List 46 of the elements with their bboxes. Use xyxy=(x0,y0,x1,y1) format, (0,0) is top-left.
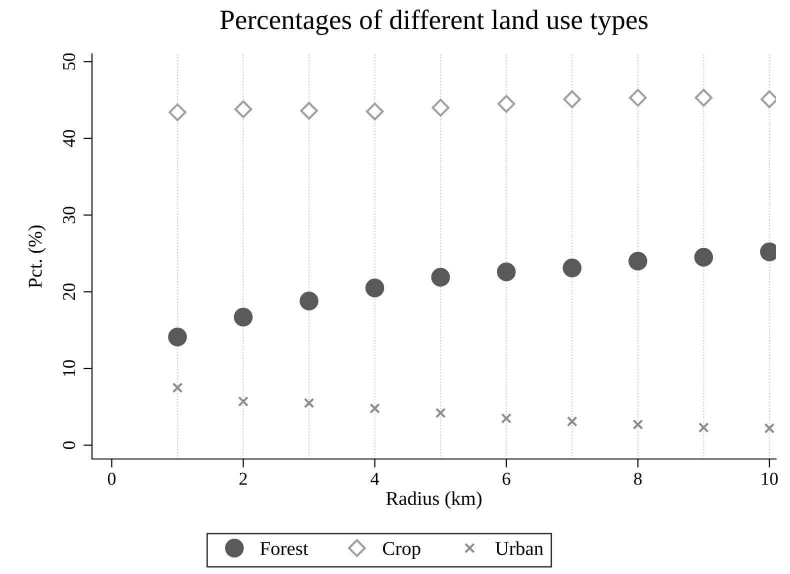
point xyxy=(234,100,252,118)
point xyxy=(370,403,380,414)
point xyxy=(238,396,248,407)
y-tick-label: 20 xyxy=(62,283,76,300)
x-tick-label: 0 xyxy=(108,472,116,485)
y-tick-label: 0 xyxy=(62,441,76,450)
point xyxy=(300,292,318,310)
x-tick-label: 10 xyxy=(762,472,778,485)
y-tick-label: 10 xyxy=(62,360,76,376)
y-tick-label: 30 xyxy=(62,206,76,224)
point xyxy=(432,98,450,117)
point xyxy=(698,422,709,433)
x-tick-label: 2 xyxy=(240,472,247,485)
x-tick-label: 8 xyxy=(634,472,642,485)
point xyxy=(304,398,314,408)
point xyxy=(628,252,648,270)
point xyxy=(300,102,318,120)
point xyxy=(694,248,714,267)
point xyxy=(764,423,775,434)
point xyxy=(563,90,582,108)
y-tick-label: 50 xyxy=(62,53,76,70)
point xyxy=(366,102,384,120)
chart-title: Percentages of different land use types xyxy=(220,9,648,35)
point xyxy=(497,94,516,113)
point xyxy=(172,382,183,393)
point xyxy=(168,328,187,346)
point xyxy=(431,268,450,287)
point xyxy=(501,413,512,424)
point xyxy=(632,419,644,430)
point xyxy=(435,408,446,418)
point xyxy=(496,262,516,282)
y-tick-label: 40 xyxy=(62,130,76,148)
x-axis-title: Radius (km) xyxy=(386,491,482,509)
point xyxy=(234,308,253,326)
point xyxy=(694,88,713,107)
legend-label: Urban xyxy=(495,541,544,556)
point xyxy=(562,258,582,278)
point xyxy=(628,88,647,107)
y-axis-title: Pct. (%) xyxy=(28,225,46,288)
x-tick-label: 4 xyxy=(370,472,380,485)
point xyxy=(168,103,186,122)
legend-label: Forest xyxy=(260,542,308,556)
point xyxy=(566,416,578,427)
point xyxy=(365,278,384,298)
x-tick-label: 6 xyxy=(502,472,510,485)
legend-label: Crop xyxy=(383,542,420,560)
